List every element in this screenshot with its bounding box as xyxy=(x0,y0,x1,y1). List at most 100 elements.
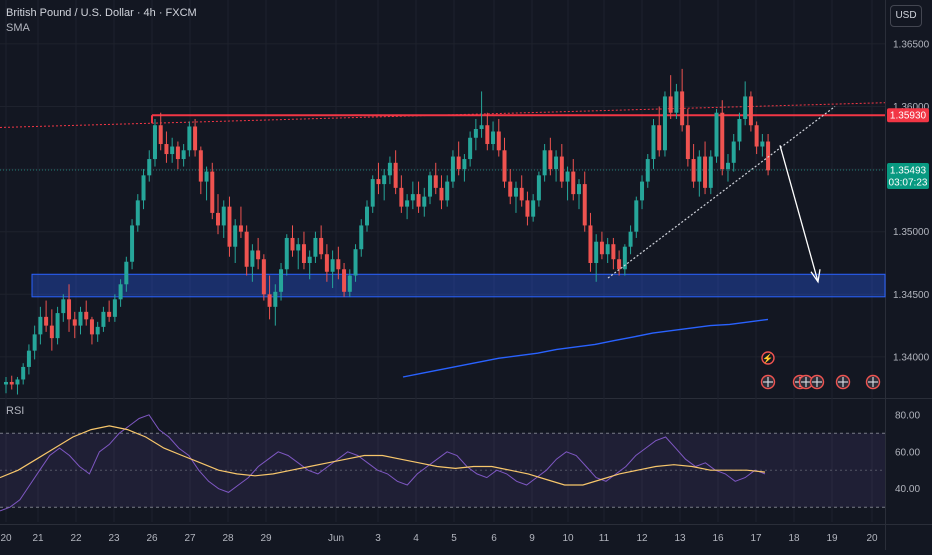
candle-body xyxy=(605,244,610,255)
candle-body xyxy=(491,131,496,145)
candle-body xyxy=(462,159,467,170)
candle-body xyxy=(554,156,559,170)
candle-body xyxy=(359,225,364,250)
candle-body xyxy=(445,181,450,201)
candle-body xyxy=(193,126,198,151)
candle-body xyxy=(55,313,60,339)
candle-body xyxy=(640,181,645,201)
rsi-tick-label: 80.00 xyxy=(895,410,920,421)
resistance-price-tag xyxy=(887,108,929,123)
candle-body xyxy=(725,162,730,170)
candle-body xyxy=(737,118,742,142)
candle-body xyxy=(668,96,673,113)
x-tick-label: 21 xyxy=(32,533,44,544)
y-tick-label: 1.34000 xyxy=(893,352,930,363)
support-zone xyxy=(31,273,886,298)
x-tick-label: 20 xyxy=(866,533,878,544)
candle-body xyxy=(422,196,427,207)
candle-body xyxy=(130,225,135,262)
candle-body xyxy=(582,184,587,226)
candle-body xyxy=(703,156,708,188)
symbol-title: British Pound / U.S. Dollar · 4h · FXCM xyxy=(6,7,197,19)
candle-body xyxy=(387,162,392,176)
candle-body xyxy=(261,259,266,295)
x-tick-label: 4 xyxy=(413,533,419,544)
candle-body xyxy=(662,96,667,151)
candle-body xyxy=(393,162,398,188)
candle-body xyxy=(107,311,112,317)
countdown-label: 03:07:23 xyxy=(889,177,928,188)
x-tick-label: 23 xyxy=(108,533,120,544)
candle-body xyxy=(697,156,702,182)
candle-body xyxy=(38,316,43,335)
candle-body xyxy=(336,259,341,270)
candle-body xyxy=(72,319,77,326)
candle-body xyxy=(324,254,329,272)
currency-button[interactable]: USD xyxy=(890,5,922,27)
y-tick-label: 1.36000 xyxy=(893,102,930,113)
candle-body xyxy=(112,299,117,317)
x-tick-label: 19 xyxy=(826,533,838,544)
candle-body xyxy=(15,379,20,385)
candle-body xyxy=(657,125,662,151)
candle-body xyxy=(376,179,381,185)
candle-body xyxy=(645,159,650,182)
candle-body xyxy=(468,137,473,160)
x-tick-label: 26 xyxy=(146,533,158,544)
candle-body xyxy=(216,212,221,226)
candle-body xyxy=(542,150,547,176)
candle-body xyxy=(290,237,295,251)
candle-body xyxy=(743,96,748,119)
candle-body xyxy=(674,91,679,113)
candle-body xyxy=(416,194,421,207)
candle-body xyxy=(531,200,536,217)
candle-body xyxy=(364,206,369,226)
x-tick-label: 18 xyxy=(788,533,800,544)
candle-body xyxy=(284,237,289,270)
candle-body xyxy=(21,366,26,380)
projection-arrow-head xyxy=(810,269,821,284)
candle-body xyxy=(227,206,232,247)
candle-body xyxy=(353,249,358,276)
candle-body xyxy=(611,244,616,260)
last-price-label: 1.35493 xyxy=(890,165,927,176)
candle-body xyxy=(95,326,100,335)
candle-body xyxy=(428,175,433,197)
x-tick-label: 28 xyxy=(222,533,234,544)
candle-body xyxy=(525,200,530,217)
x-tick-label: 12 xyxy=(636,533,648,544)
candle-body xyxy=(680,91,685,126)
rsi-tick-label: 40.00 xyxy=(895,484,920,495)
x-tick-label: 20 xyxy=(0,533,12,544)
lightning-event-icon xyxy=(761,351,775,365)
x-tick-label: 13 xyxy=(674,533,686,544)
candle-body xyxy=(307,256,312,263)
candle-body xyxy=(296,244,301,251)
candle-body xyxy=(233,225,238,247)
x-tick-label: 27 xyxy=(184,533,196,544)
candle-body xyxy=(628,231,633,247)
candle-body xyxy=(44,316,49,326)
candle-body xyxy=(135,200,140,226)
candle-body xyxy=(450,156,455,182)
rsi-tick-label: 60.00 xyxy=(895,447,920,458)
candle-body xyxy=(536,175,541,201)
candle-body xyxy=(760,141,765,147)
x-tick-label: 5 xyxy=(451,533,457,544)
candle-body xyxy=(382,175,387,185)
candle-body xyxy=(691,159,696,182)
candle-body xyxy=(548,150,553,170)
x-tick-label: 29 xyxy=(260,533,272,544)
x-tick-label: 9 xyxy=(529,533,535,544)
lightning-glyph: ⚡ xyxy=(762,353,773,365)
candle-body xyxy=(187,126,192,151)
candle-body xyxy=(170,146,175,155)
x-tick-label: 17 xyxy=(750,533,762,544)
x-tick-label: 11 xyxy=(599,533,610,544)
x-tick-label: Jun xyxy=(328,533,344,544)
candle-body xyxy=(273,291,278,307)
candle-body xyxy=(267,294,272,307)
candle-body xyxy=(685,125,690,160)
